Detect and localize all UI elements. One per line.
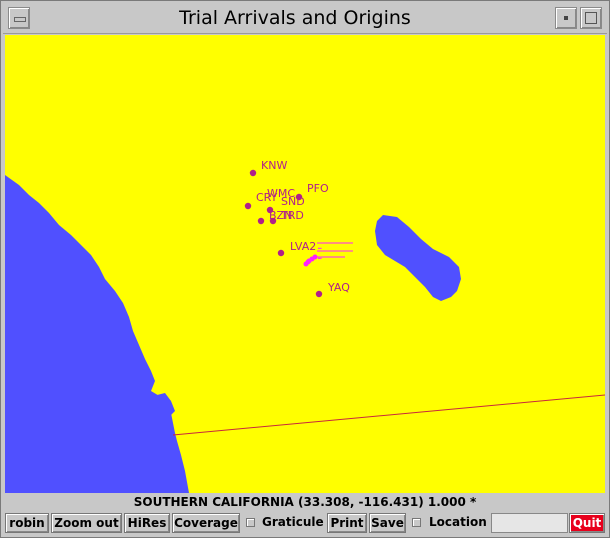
station-label-knw: KNW bbox=[261, 159, 287, 172]
window-menu-icon bbox=[14, 17, 26, 22]
station-marker-pfo[interactable] bbox=[295, 193, 303, 201]
coverage-button[interactable]: Coverage bbox=[172, 513, 240, 533]
title-bar: Trial Arrivals and Origins bbox=[3, 3, 607, 34]
station-marker-trd[interactable] bbox=[269, 217, 277, 225]
quit-button[interactable]: Quit bbox=[569, 513, 605, 533]
zoom-out-button[interactable]: Zoom out bbox=[51, 513, 122, 533]
robin-button[interactable]: robin bbox=[5, 513, 49, 533]
event-marker[interactable] bbox=[305, 259, 311, 265]
location-checkbox[interactable] bbox=[412, 518, 421, 527]
station-marker-cry[interactable] bbox=[244, 202, 252, 210]
event-marker[interactable] bbox=[312, 254, 318, 260]
minimize-button[interactable] bbox=[555, 7, 577, 29]
border-line bbox=[172, 394, 605, 436]
print-button[interactable]: Print bbox=[327, 513, 367, 533]
station-label-snd: SND bbox=[281, 195, 305, 208]
ocean bbox=[5, 175, 189, 493]
window-menu-button[interactable] bbox=[8, 7, 30, 29]
station-label-lva2: LVA2 bbox=[290, 240, 316, 253]
station-label-yaq: YAQ bbox=[327, 281, 350, 294]
island bbox=[157, 393, 175, 415]
station-label-cry: CRY bbox=[256, 191, 278, 204]
station-marker-yaq[interactable] bbox=[315, 290, 323, 298]
station-marker-bzn[interactable] bbox=[257, 217, 265, 225]
window-title: Trial Arrivals and Origins bbox=[179, 7, 411, 29]
maximize-icon bbox=[585, 12, 597, 24]
save-button[interactable]: Save bbox=[369, 513, 406, 533]
graticule-label: Graticule bbox=[262, 515, 324, 529]
hires-button[interactable]: HiRes bbox=[124, 513, 170, 533]
station-marker-wmc[interactable] bbox=[266, 206, 274, 214]
map-svg: KNW PFO CRY WMC SND BZN TRD LVA2 YAQ bbox=[5, 159, 605, 493]
graticule-checkbox[interactable] bbox=[246, 518, 255, 527]
status-line: SOUTHERN CALIFORNIA (33.308, -116.431) 1… bbox=[133, 495, 477, 509]
station-label-wmc: WMC bbox=[267, 187, 295, 200]
station-label-trd: TRD bbox=[280, 209, 304, 222]
maximize-button[interactable] bbox=[580, 7, 602, 29]
location-label: Location bbox=[429, 515, 487, 529]
location-input[interactable] bbox=[491, 513, 568, 533]
minimize-icon bbox=[564, 16, 568, 20]
salton-sea bbox=[375, 215, 461, 301]
station-label-pfo: PFO bbox=[307, 182, 329, 195]
map-canvas[interactable]: KNW PFO CRY WMC SND BZN TRD LVA2 YAQ bbox=[5, 35, 605, 493]
station-marker-lva2[interactable] bbox=[277, 249, 285, 257]
bottom-toolbar: robin Zoom out HiRes Coverage Graticule … bbox=[5, 513, 607, 535]
station-marker-knw[interactable] bbox=[249, 169, 257, 177]
